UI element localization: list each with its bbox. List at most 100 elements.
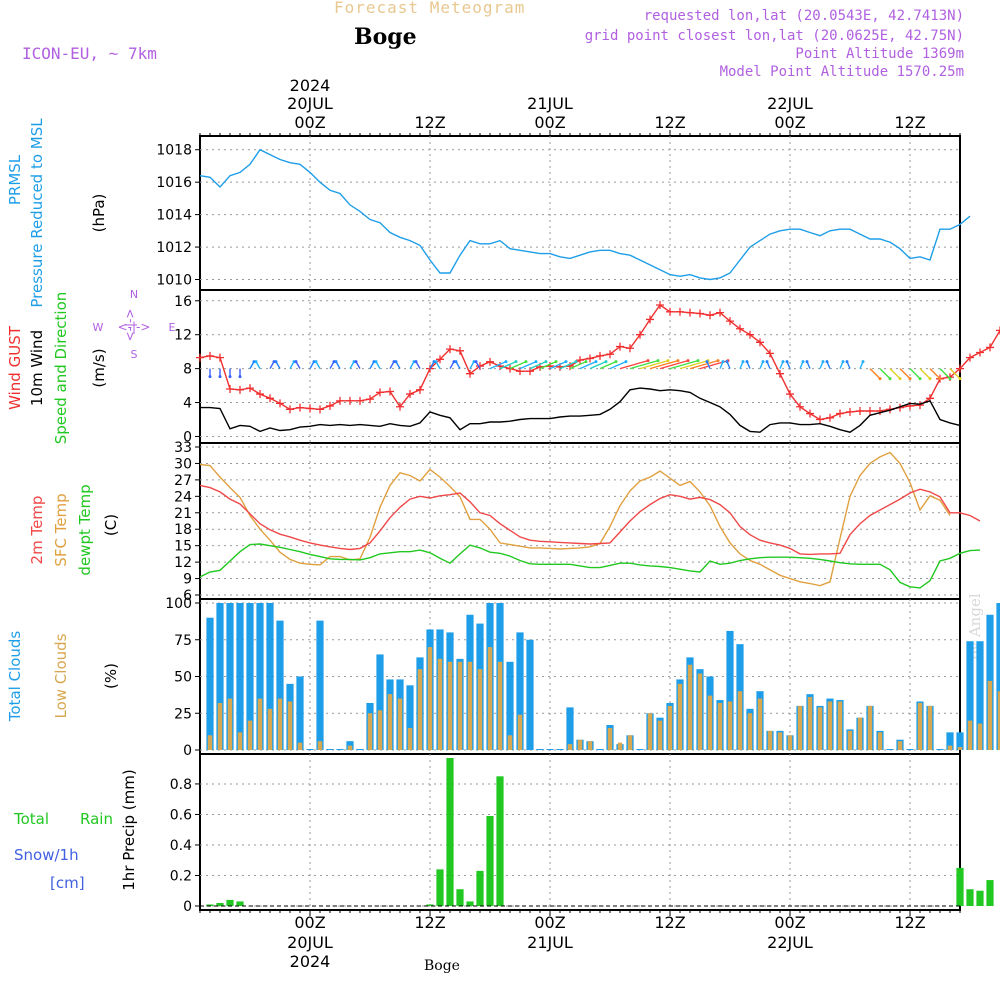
wind-direction-arrowhead bbox=[765, 360, 769, 364]
low-clouds-bar bbox=[577, 739, 583, 750]
wind-gust-line-marker bbox=[976, 348, 984, 357]
wind-direction-arrowhead bbox=[414, 360, 418, 364]
wind-gust-line-marker bbox=[376, 388, 384, 397]
wind-gust-line-marker bbox=[986, 343, 994, 352]
wind-east-label: E bbox=[169, 321, 176, 334]
wind-direction-arrow bbox=[549, 360, 567, 370]
wind-gust-line-marker bbox=[766, 349, 774, 358]
bottom-time-label: 12Z bbox=[654, 913, 685, 932]
wind-gust-line-marker bbox=[366, 395, 374, 404]
wind-gust-line-marker bbox=[256, 390, 264, 399]
wind-direction-arrowhead bbox=[656, 359, 660, 363]
low-clouds-bar bbox=[227, 698, 233, 750]
wind-direction-arrowhead bbox=[821, 360, 825, 364]
wind-direction-arrowhead bbox=[554, 360, 558, 364]
wind-ytick-label: 16 bbox=[174, 294, 192, 310]
low-clouds-bar bbox=[787, 735, 793, 750]
wind-direction-arrowhead bbox=[314, 360, 318, 364]
total-clouds-bar bbox=[516, 632, 524, 750]
wind-direction-arrowhead bbox=[716, 359, 720, 363]
wind-gust-line-marker bbox=[956, 364, 964, 373]
wind-gust-line-marker bbox=[246, 384, 254, 393]
wind-direction-arrowhead bbox=[928, 377, 932, 381]
wind-direction-arrow bbox=[899, 368, 911, 380]
wind-direction-arrow bbox=[889, 368, 901, 380]
wind-gust-line-marker bbox=[876, 407, 884, 416]
low-clouds-bar bbox=[427, 647, 433, 750]
total-clouds-bar bbox=[596, 749, 604, 750]
sfc-temp-line bbox=[199, 451, 951, 587]
total-rain-bar bbox=[456, 889, 464, 906]
low-clouds-bar bbox=[287, 701, 293, 750]
wind-direction-arrowhead bbox=[898, 377, 902, 381]
total-rain-bar bbox=[446, 758, 454, 906]
total-clouds-bar bbox=[406, 685, 414, 750]
wind-direction-arrowhead bbox=[841, 360, 845, 364]
low-clouds-bar bbox=[627, 735, 633, 750]
total-clouds-bar bbox=[906, 749, 914, 750]
2m-temp-label: 2m Temp bbox=[28, 496, 46, 565]
temp-unit-label: (C) bbox=[102, 514, 120, 536]
wind-direction-arrowhead bbox=[888, 377, 892, 381]
rain-label: Rain bbox=[80, 810, 113, 828]
wind-gust-line-marker bbox=[446, 345, 454, 354]
low-clouds-bar bbox=[567, 744, 573, 750]
wind-direction-arrowhead bbox=[208, 375, 212, 379]
low-clouds-bar bbox=[507, 735, 513, 750]
dewpt-temp-line bbox=[199, 543, 981, 589]
wind-direction-arrowhead bbox=[574, 360, 578, 364]
bottom-time-label: 00Z bbox=[294, 913, 325, 932]
total-clouds-bar bbox=[226, 603, 234, 750]
total-rain-bar bbox=[236, 901, 244, 906]
total-rain-bar bbox=[956, 867, 964, 906]
wind-rose-vertical: <-|-> bbox=[123, 309, 137, 342]
low-clouds-bar bbox=[587, 741, 593, 750]
low-clouds-bar bbox=[607, 727, 613, 750]
low-clouds-bar bbox=[947, 745, 953, 750]
wind-direction-arrowhead bbox=[504, 360, 508, 364]
wind-direction-arrowhead bbox=[878, 377, 882, 381]
wind-direction-arrowhead bbox=[534, 360, 538, 364]
wind-direction-arrow bbox=[869, 368, 881, 380]
temperature-ytick-label: 6 bbox=[183, 588, 192, 604]
wind-direction-arrowhead bbox=[454, 360, 458, 364]
wind-gust-line-marker bbox=[596, 351, 604, 360]
low-clouds-bar bbox=[407, 727, 413, 750]
wind-ytick-label: 0 bbox=[183, 429, 192, 445]
wind-gust-line-marker bbox=[796, 402, 804, 411]
total-clouds-bar bbox=[956, 732, 964, 750]
wind-direction-arrow bbox=[939, 368, 951, 380]
wind-gust-line-marker bbox=[996, 326, 1000, 335]
wind-gust-line-marker bbox=[776, 369, 784, 378]
low-clouds-bar bbox=[207, 735, 213, 750]
bottom-date-label: 22JUL bbox=[767, 933, 813, 952]
wind-direction-arrowhead bbox=[294, 360, 298, 364]
temperature-ytick-label: 30 bbox=[174, 456, 192, 472]
low-clouds-bar bbox=[477, 669, 483, 750]
total-rain-bar bbox=[426, 904, 434, 906]
clouds-ytick-label: 100 bbox=[165, 596, 192, 612]
low-clouds-bar bbox=[857, 717, 863, 750]
wind-gust-line-marker bbox=[916, 401, 924, 410]
wind-panel-frame bbox=[199, 289, 961, 444]
low-clouds-bar bbox=[237, 732, 243, 750]
total-rain-bar bbox=[436, 869, 444, 906]
top-time-label: 00Z bbox=[774, 113, 805, 132]
wind-gust-line-marker bbox=[406, 390, 414, 399]
low-clouds-bar bbox=[767, 730, 773, 750]
wind-gust-label: Wind GUST bbox=[6, 325, 24, 410]
wind-gust-line-marker bbox=[396, 402, 404, 411]
total-clouds-bar bbox=[536, 749, 544, 750]
total-rain-bar bbox=[216, 902, 224, 906]
low-clouds-bar bbox=[877, 732, 883, 750]
wind-direction-arrowhead bbox=[785, 360, 789, 364]
total-rain-bar bbox=[496, 776, 504, 906]
sfc-temp-label: SFC Temp bbox=[52, 493, 70, 566]
wind-gust-line-marker bbox=[416, 385, 424, 394]
wind-gust-line-marker bbox=[686, 308, 694, 317]
wind-direction-arrowhead bbox=[825, 360, 829, 364]
wind-gust-line-marker bbox=[706, 311, 714, 320]
wind-direction-arrowhead bbox=[334, 360, 338, 364]
wind-direction-arrowhead bbox=[741, 360, 745, 364]
point-altitude: Point Altitude 1369m bbox=[795, 46, 964, 62]
